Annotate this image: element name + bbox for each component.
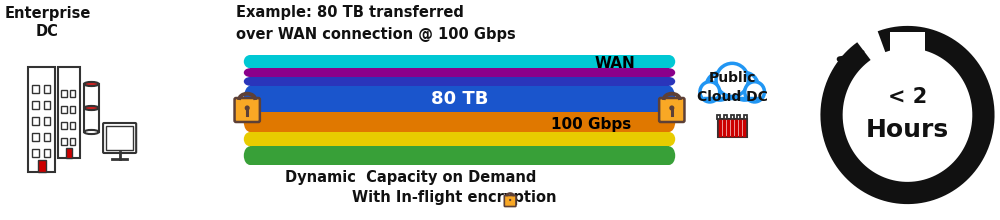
Bar: [718, 119, 747, 137]
Circle shape: [716, 63, 748, 96]
Bar: [717, 115, 720, 119]
Text: Cloud DC: Cloud DC: [697, 90, 768, 104]
Circle shape: [731, 73, 758, 100]
Bar: [58, 67, 80, 158]
Ellipse shape: [84, 82, 99, 86]
Bar: [84, 84, 99, 132]
Ellipse shape: [84, 106, 99, 110]
Text: Public: Public: [708, 71, 756, 85]
Ellipse shape: [244, 146, 256, 165]
Bar: [731, 115, 734, 119]
Bar: [250, 112, 669, 132]
Text: Enterprise: Enterprise: [4, 6, 91, 21]
Bar: [704, 85, 760, 100]
Ellipse shape: [663, 112, 675, 132]
Bar: [70, 122, 75, 129]
Text: WAN: WAN: [595, 56, 636, 71]
Text: DC: DC: [36, 24, 59, 39]
Circle shape: [706, 73, 733, 100]
Ellipse shape: [244, 132, 256, 146]
Bar: [32, 149, 39, 157]
Ellipse shape: [663, 86, 675, 112]
Circle shape: [669, 105, 674, 111]
Bar: [106, 126, 133, 150]
Bar: [38, 160, 46, 172]
Text: 80 TB: 80 TB: [431, 90, 488, 108]
FancyBboxPatch shape: [235, 98, 260, 122]
Circle shape: [745, 82, 764, 102]
Bar: [250, 86, 669, 112]
Bar: [44, 149, 50, 157]
Ellipse shape: [663, 146, 675, 165]
Bar: [32, 101, 39, 109]
Circle shape: [509, 199, 511, 201]
Bar: [61, 122, 67, 129]
Bar: [32, 133, 39, 141]
Bar: [32, 85, 39, 93]
Bar: [724, 115, 727, 119]
Bar: [66, 148, 72, 158]
Text: < 2: < 2: [888, 87, 927, 107]
Text: over WAN connection @ 100 Gbps: over WAN connection @ 100 Gbps: [236, 27, 515, 42]
Bar: [28, 67, 55, 172]
Text: Dynamic  Capacity on Demand: Dynamic Capacity on Demand: [285, 170, 537, 185]
Ellipse shape: [244, 112, 256, 132]
Bar: [250, 68, 669, 77]
Bar: [61, 106, 67, 113]
Ellipse shape: [663, 68, 675, 77]
Bar: [890, 32, 925, 57]
Text: Example: 80 TB transferred: Example: 80 TB transferred: [236, 5, 463, 20]
Text: With In-flight encryption: With In-flight encryption: [352, 190, 557, 205]
Circle shape: [700, 82, 720, 102]
Bar: [44, 85, 50, 93]
Circle shape: [844, 50, 971, 180]
Bar: [44, 133, 50, 141]
Bar: [61, 138, 67, 145]
Ellipse shape: [663, 55, 675, 68]
Ellipse shape: [244, 77, 256, 86]
Bar: [737, 115, 740, 119]
Bar: [250, 55, 669, 68]
Bar: [61, 90, 67, 97]
Text: 100 Gbps: 100 Gbps: [551, 117, 631, 132]
Polygon shape: [847, 51, 864, 66]
Bar: [744, 115, 747, 119]
Bar: [44, 101, 50, 109]
Ellipse shape: [244, 68, 256, 77]
Bar: [250, 77, 669, 86]
FancyBboxPatch shape: [103, 123, 136, 153]
Bar: [250, 132, 669, 146]
Bar: [32, 117, 39, 125]
Ellipse shape: [663, 132, 675, 146]
Bar: [70, 90, 75, 97]
Bar: [44, 117, 50, 125]
Bar: [70, 138, 75, 145]
Ellipse shape: [244, 86, 256, 112]
Text: Hours: Hours: [866, 118, 949, 142]
Ellipse shape: [244, 55, 256, 68]
FancyBboxPatch shape: [659, 98, 684, 122]
FancyBboxPatch shape: [504, 196, 516, 207]
Ellipse shape: [84, 130, 99, 134]
Circle shape: [245, 105, 250, 111]
Bar: [250, 146, 669, 165]
Ellipse shape: [663, 77, 675, 86]
Bar: [70, 106, 75, 113]
